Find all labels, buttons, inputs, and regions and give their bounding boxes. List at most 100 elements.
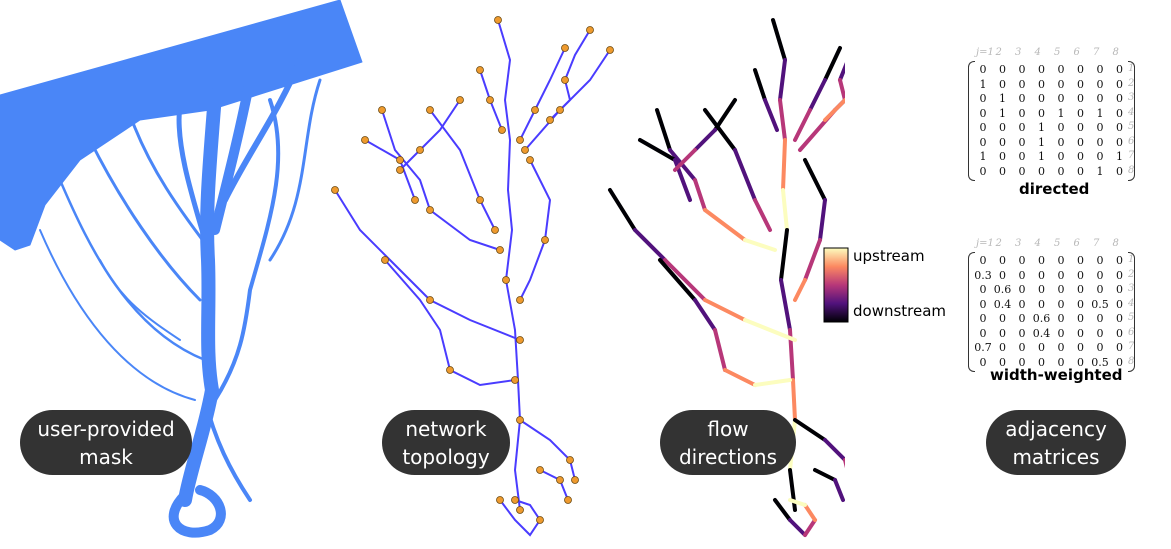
network-node — [536, 466, 544, 474]
row-index-label: 5 — [1128, 312, 1135, 323]
column-index-label: 8 — [1112, 238, 1119, 249]
network-node — [498, 126, 506, 134]
matrix-cell: 0 — [1077, 254, 1084, 267]
matrix-cell: 0 — [1077, 312, 1084, 325]
flow-segment — [788, 498, 807, 507]
flow-direction-graph — [608, 18, 845, 537]
flow-segment — [743, 238, 777, 252]
matrix-cell: 0 — [1116, 297, 1123, 311]
matrix-cell: 0 — [1077, 297, 1084, 311]
matrix-cell: 1 — [1116, 150, 1123, 163]
matrix-cell: 0.3 — [974, 268, 992, 282]
row-index-label: 3 — [1128, 92, 1135, 103]
matrix-cell: 0 — [999, 150, 1006, 163]
flow-segment — [779, 228, 789, 282]
flow-segment — [693, 128, 717, 152]
flow-segment — [658, 258, 697, 302]
matrix-cell: 0 — [1057, 77, 1065, 91]
matrix-cell: 0 — [1018, 63, 1026, 76]
network-node — [556, 106, 564, 114]
column-index-label: 3 — [1015, 238, 1022, 249]
network-node — [396, 166, 404, 174]
network-node — [491, 226, 499, 234]
matrix-cell: 1 — [1038, 135, 1045, 149]
row-index-label: 7 — [1128, 341, 1135, 352]
network-node — [516, 416, 524, 424]
network-node — [516, 136, 524, 144]
matrix-cell: 0 — [1116, 106, 1123, 120]
matrix-cell: 0 — [1077, 92, 1084, 105]
row-index-label: 8 — [1128, 355, 1135, 367]
network-node — [426, 206, 434, 214]
matrix-cell: 0 — [1096, 283, 1104, 296]
network-node — [521, 146, 529, 154]
matrix-cell: 0 — [1018, 326, 1026, 340]
network-edge — [384, 259, 516, 387]
flow-segment — [793, 418, 827, 442]
matrix-cell: 0 — [999, 312, 1006, 325]
matrix-cell: 0 — [979, 121, 987, 134]
network-node — [511, 376, 519, 384]
network-node — [476, 196, 484, 204]
matrix-cell: 0 — [1057, 268, 1065, 282]
flow-segment — [663, 258, 707, 302]
directed-caption: directed — [1019, 180, 1090, 198]
network-node — [561, 76, 569, 84]
network-edge — [524, 49, 611, 151]
matrix-cell: 0 — [1096, 326, 1104, 340]
network-node — [381, 256, 389, 264]
column-index-label: 7 — [1093, 238, 1100, 249]
row-index-label: 2 — [1128, 268, 1135, 280]
flow-segment — [733, 148, 757, 202]
matrix-cell: 0.5 — [1091, 297, 1109, 311]
flow-segment — [773, 498, 792, 522]
flow-segment — [833, 478, 845, 502]
network-node — [502, 276, 510, 284]
network-node — [516, 506, 524, 514]
matrix-cell: 0 — [1018, 135, 1026, 149]
matrix-cell: 0 — [1057, 63, 1065, 76]
matrix-cell: 0 — [1018, 77, 1026, 91]
matrix-cell: 0 — [1077, 341, 1084, 354]
network-edge — [549, 29, 591, 121]
network-node — [496, 496, 504, 504]
matrix-cell: 0 — [979, 135, 987, 149]
matrix-cell: 0 — [1038, 268, 1045, 282]
network-node — [526, 156, 534, 164]
matrix-cell: 0 — [1096, 63, 1104, 76]
network-node — [536, 516, 544, 524]
matrix-cell: 0 — [1057, 297, 1065, 311]
flow-segment — [791, 378, 797, 422]
flow-segment — [823, 46, 842, 82]
matrix-cell: 0 — [1018, 106, 1026, 120]
matrices-panel-label: adjacency matrices — [986, 410, 1126, 475]
directed-matrix: j=1 2 3 4 5 6 7 8 0 0 0 0 0 0 0 0 1 1 0 0 0 0 0 0 0 2 0 1 0 0 0 0 0 0 3 0 1 0… — [968, 47, 1136, 181]
matrix-cell: 0 — [1116, 326, 1123, 340]
row-index-label: 6 — [1128, 326, 1135, 338]
network-node — [541, 236, 549, 244]
flow-segment — [633, 228, 667, 262]
matrix-cell: 1 — [1057, 106, 1065, 120]
flow-segment — [703, 298, 747, 322]
flow-segment — [803, 158, 827, 202]
flow-segment — [763, 98, 779, 132]
column-index-label: 2 — [995, 47, 1002, 58]
matrix-cell: 0 — [999, 341, 1006, 354]
matrix-cell: 0 — [1116, 135, 1123, 149]
matrix-cell: 0 — [1096, 121, 1104, 134]
matrix-cell: 0 — [1057, 341, 1065, 354]
matrix-cell: 0 — [1077, 283, 1084, 296]
network-node — [516, 296, 524, 304]
matrix-cell: 0 — [1018, 150, 1026, 163]
column-index-label: 6 — [1073, 47, 1080, 58]
matrix-cell: 0 — [1096, 92, 1104, 105]
flow-segment — [788, 468, 797, 512]
matrix-cell: 0 — [1018, 164, 1026, 178]
matrix-left-bracket — [968, 252, 975, 372]
flow-segment — [638, 138, 677, 162]
column-index-label: 3 — [1015, 47, 1022, 58]
flow-segment — [778, 58, 787, 102]
flow-panel-label: flow directions — [660, 410, 796, 475]
flow-segment — [838, 62, 845, 82]
